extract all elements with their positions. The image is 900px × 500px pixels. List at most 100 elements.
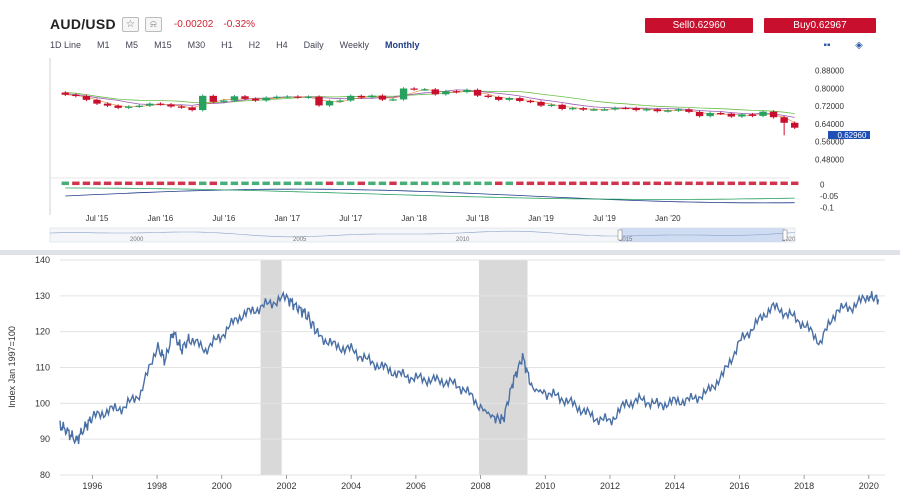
candle-body [146, 103, 154, 106]
navigator-label: 2010 [456, 237, 470, 243]
indicators-icon[interactable]: ▪▪ [823, 40, 831, 51]
oscillator-bar [664, 181, 672, 186]
timeframe-tab[interactable]: M5 [125, 40, 139, 50]
candlestick-chart[interactable]: 0 -0.05 -0.1 0.88000 0.80000 0.72000 0.64000 0… [30, 50, 870, 250]
x-tick-label: Jul '15 [86, 214, 109, 223]
x-tick-label: Jul '17 [339, 214, 362, 223]
moving-average-red [65, 88, 795, 123]
candle-body [791, 122, 799, 128]
oscillator-bar [103, 181, 112, 186]
oscillator-bar [759, 181, 767, 186]
timeframe-tab[interactable]: H4 [276, 40, 288, 50]
x-tick-label: 2014 [665, 481, 685, 491]
candle-body [156, 103, 165, 105]
oscillator-bar [632, 181, 640, 186]
x-tick-label: Jul '19 [593, 214, 616, 223]
timeframe-tab[interactable]: Weekly [339, 40, 369, 50]
buy-button[interactable]: Buy0.62967 [764, 18, 876, 33]
oscillator-bar [61, 181, 69, 186]
timeframe-tab[interactable]: Daily [303, 40, 324, 50]
oscillator-bar [600, 181, 609, 186]
x-tick-label: Jan '18 [401, 214, 427, 223]
candle-body [759, 111, 767, 116]
oscillator-bar [621, 181, 630, 186]
oscillator-tick-label: -0.05 [820, 192, 839, 201]
timeframe-tab[interactable]: 1D Line [50, 40, 82, 50]
candle-body [93, 99, 101, 104]
oscillator-line-green [65, 187, 795, 200]
oscillator-bar [347, 181, 355, 186]
y-tick-label: 100 [35, 398, 50, 408]
oscillator-bar [378, 181, 387, 186]
navigator-handle-right[interactable] [782, 229, 788, 241]
candle-body [516, 98, 524, 101]
navigator-track[interactable] [49, 227, 796, 243]
navigator-label: 2020 [782, 237, 796, 243]
timeframe-tab[interactable]: M15 [154, 40, 172, 50]
oscillator-bar [727, 181, 735, 186]
oscillator-bar [304, 181, 313, 186]
oscillator-bar [368, 181, 376, 186]
candle-body [61, 92, 69, 95]
oscillator-bar [135, 181, 143, 186]
timeframe-tab[interactable]: Monthly [385, 40, 420, 50]
candle-body [167, 104, 175, 107]
candle-body [283, 96, 291, 98]
moving-average-purple [65, 89, 795, 118]
candle-body [399, 88, 408, 100]
index-series-line [59, 290, 880, 445]
candle-body [389, 99, 397, 101]
oscillator-bar [315, 181, 323, 186]
x-tick-label: Jul '16 [212, 214, 235, 223]
candle-body [315, 96, 323, 106]
oscillator-bar [389, 181, 397, 186]
candle-body [526, 100, 535, 103]
candle-body [769, 111, 778, 118]
y-tick-label: 0.80000 [815, 84, 844, 93]
candle-body [230, 96, 239, 101]
oscillator-bar [283, 181, 291, 186]
candle-body [199, 95, 207, 111]
symbol-label: AUD/USD [50, 16, 116, 32]
candle-body [537, 101, 545, 106]
timeframe-tab[interactable]: H1 [221, 40, 233, 50]
panel-margin [0, 0, 30, 250]
candle-body [780, 117, 788, 123]
star-icon[interactable]: ☆ [121, 16, 139, 32]
y-tick-label: 130 [35, 291, 50, 301]
oscillator-bar [72, 181, 80, 186]
candle-body [664, 110, 672, 112]
candle-body [241, 96, 249, 99]
oscillator-bar [177, 181, 186, 186]
y-tick-label: 0.56000 [815, 138, 844, 147]
layers-icon[interactable]: ◈ [855, 40, 863, 51]
oscillator-bar [220, 181, 228, 186]
navigator-label: 2015 [619, 237, 633, 243]
navigator-label: 2005 [293, 237, 307, 243]
oscillator-bar [463, 181, 471, 186]
x-tick-label: 1996 [82, 481, 102, 491]
oscillator-bar [569, 181, 577, 186]
y-tick-label: 140 [35, 255, 50, 265]
timeframe-tab[interactable]: H2 [248, 40, 261, 50]
alert-bell-icon[interactable]: ⍾ [144, 16, 162, 32]
oscillator-bar [325, 181, 334, 186]
candle-body [463, 89, 471, 93]
x-tick-label: 2010 [535, 481, 555, 491]
candle-body [188, 107, 196, 111]
y-axis-title: Index Jan 1997=100 [7, 326, 17, 408]
timeframe-tab[interactable]: M1 [97, 40, 110, 50]
oscillator-bar [558, 181, 566, 186]
oscillator-bar [421, 181, 429, 186]
candle-body [484, 95, 492, 97]
price-marker-label: 0.62960 [838, 131, 867, 140]
oscillator-bar [526, 181, 535, 186]
timeframe-tab[interactable]: M30 [187, 40, 206, 50]
navigator-handle-left[interactable] [617, 229, 623, 241]
candle-body [611, 107, 619, 110]
candle-body [336, 100, 344, 102]
sell-button[interactable]: Sell0.62960 [645, 18, 753, 33]
oscillator-bar [167, 181, 175, 186]
oscillator-line-blue [65, 188, 795, 204]
oscillator-bar [156, 181, 165, 186]
